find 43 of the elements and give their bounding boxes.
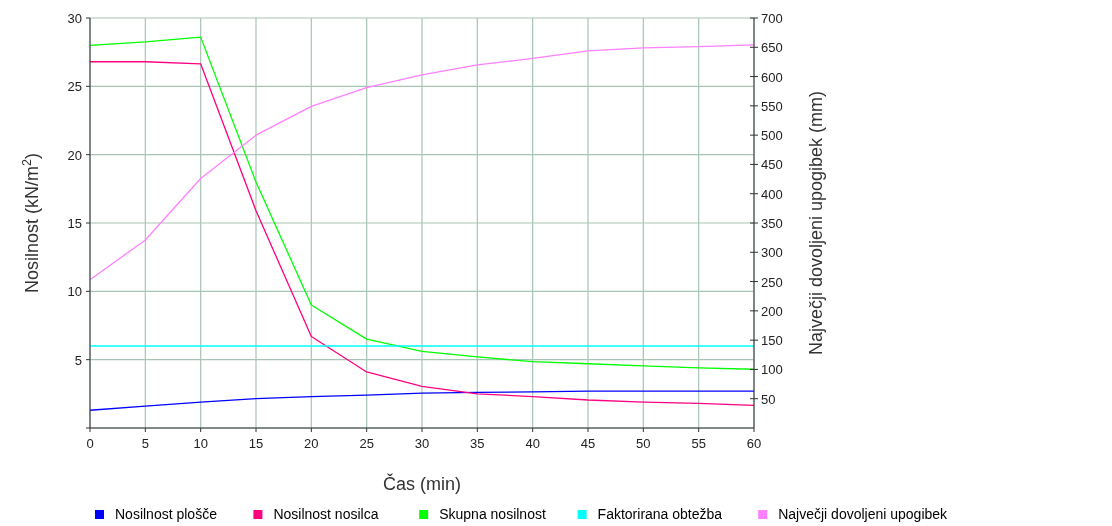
y2-axis-title: Največji dovoljeni upogibek (mm) bbox=[806, 90, 826, 356]
y2-tick-label: 50 bbox=[761, 391, 776, 407]
y2-tick-label: 100 bbox=[761, 362, 783, 378]
legend-label: Faktorirana obtežba bbox=[597, 506, 723, 522]
y2-tick-label: 650 bbox=[761, 40, 783, 56]
legend-label: Skupna nosilnost bbox=[439, 506, 546, 522]
legend-label: Nosilnost nosilca bbox=[273, 506, 379, 522]
x-tick-label: 5 bbox=[141, 436, 149, 451]
y-tick-label: 5 bbox=[74, 352, 82, 368]
y-tick-label: 15 bbox=[67, 216, 82, 231]
y-tick-label: 25 bbox=[67, 79, 82, 95]
y-tick-label: 20 bbox=[67, 147, 82, 163]
x-tick-label: 40 bbox=[525, 436, 540, 451]
x-tick-label: 35 bbox=[470, 436, 485, 451]
x-tick-label: 15 bbox=[248, 436, 264, 451]
line-series bbox=[89, 44, 755, 281]
x-tick-label: 55 bbox=[691, 436, 706, 451]
y2-tick-label: 350 bbox=[761, 216, 783, 231]
x-tick-label: 20 bbox=[304, 436, 319, 451]
y2-tick-label: 250 bbox=[761, 274, 783, 290]
legend-label: Nosilnost plošče bbox=[115, 506, 218, 522]
y2-tick-label: 700 bbox=[761, 11, 783, 26]
x-axis-title: Čas (min) bbox=[382, 473, 462, 494]
y2-tick-label: 550 bbox=[761, 98, 783, 114]
x-tick-label: 25 bbox=[359, 436, 374, 451]
y2-tick-label: 600 bbox=[761, 69, 783, 85]
x-tick-label: 60 bbox=[746, 436, 762, 451]
y-tick-label: 10 bbox=[67, 284, 82, 300]
y2-tick-label: 300 bbox=[761, 245, 783, 261]
y2-tick-label: 150 bbox=[761, 333, 783, 349]
x-tick-label: 10 bbox=[193, 436, 208, 451]
line-series bbox=[89, 390, 755, 411]
x-tick-label: 0 bbox=[86, 436, 94, 451]
y2-tick-label: 500 bbox=[761, 128, 783, 144]
y2-tick-label: 450 bbox=[761, 157, 783, 173]
x-tick-label: 45 bbox=[580, 436, 596, 451]
x-tick-label: 50 bbox=[636, 436, 651, 451]
x-tick-label: 30 bbox=[414, 436, 430, 451]
legend-label: Največji dovoljeni upogibek bbox=[778, 506, 949, 522]
y2-tick-label: 400 bbox=[761, 186, 783, 202]
y-tick-label: 30 bbox=[67, 11, 82, 26]
line-series bbox=[89, 61, 755, 407]
y2-tick-label: 200 bbox=[761, 303, 783, 319]
